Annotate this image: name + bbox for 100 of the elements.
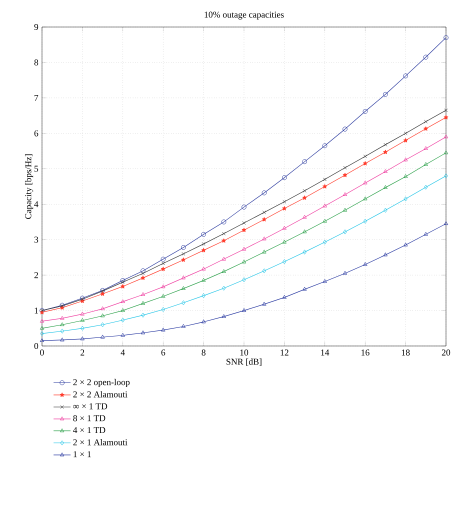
point [180,245,186,250]
point [201,266,206,270]
point [403,242,408,246]
point [382,92,388,97]
point [161,262,166,266]
chart-title: 10% outage capacities [204,12,284,20]
point [80,336,85,340]
point [363,154,368,158]
point [302,214,307,219]
point [403,174,408,178]
point [80,312,85,316]
point [120,318,125,323]
point [100,334,105,338]
point [322,184,328,189]
point [302,159,308,164]
point [242,228,246,232]
point [363,262,368,266]
point [242,308,246,312]
point [322,204,327,208]
legend-label: 8 × 1 TD [73,415,106,422]
x-axis-title: SNR [dB] [226,358,262,366]
point [282,240,287,244]
point [80,318,85,322]
point [202,293,206,298]
point [444,114,448,120]
point [100,313,105,318]
point [222,286,226,291]
point [302,286,307,291]
point [161,307,166,312]
point [201,319,206,324]
point [141,272,145,276]
y-tick-label: 1 [34,308,38,314]
point [282,206,287,210]
point [282,295,287,299]
x-tick-label: 10 [240,350,248,356]
point [202,242,206,246]
x-tick-label: 8 [202,350,206,356]
point [322,240,327,245]
point [282,175,287,180]
point [302,195,307,200]
point [343,166,347,170]
point [120,284,126,288]
point [383,150,388,154]
point [222,269,226,273]
x-tick-label: 20 [442,350,450,356]
point [424,146,428,150]
point [222,314,226,318]
point [262,210,266,214]
point [242,277,246,282]
point [302,188,306,193]
point [424,120,428,124]
point [221,238,226,243]
x-tick-label: 16 [362,350,370,356]
legend-label: 1 × 1 [74,451,91,458]
point [322,143,328,148]
point [322,218,327,223]
point [242,260,246,264]
point [60,316,64,320]
point [140,330,146,334]
point [181,276,186,280]
point [362,161,368,166]
point [282,200,286,204]
point [343,229,347,234]
legend-label: ∞ × 1 TD [73,403,108,410]
point [201,232,206,237]
legend-label: 2 × 1 Alamouti [73,439,128,446]
point [160,266,166,272]
point [120,308,125,312]
point [262,217,267,222]
point [403,157,408,162]
x-tick-label: 0 [40,350,44,356]
y-tick-label: 2 [34,272,38,278]
point [140,268,146,274]
point [140,276,146,280]
point [201,248,206,252]
y-tick-label: 5 [34,166,38,172]
point [282,226,287,230]
point [221,220,226,224]
point [161,284,166,288]
point [363,180,368,184]
point [383,252,388,256]
legend-label: 4 × 1 TD [73,427,106,434]
point [222,256,226,261]
point [424,162,428,166]
point [60,338,64,342]
point [282,259,286,264]
y-tick-label: 9 [34,24,38,30]
point [403,138,408,142]
point [323,178,327,182]
point [141,312,145,318]
point [342,192,348,196]
point [262,250,266,254]
point [182,252,186,256]
point [423,126,428,131]
point [181,286,186,290]
point [120,332,125,337]
x-tick-label: 6 [161,350,166,356]
point [181,324,186,328]
point [181,257,186,262]
point [242,246,246,251]
